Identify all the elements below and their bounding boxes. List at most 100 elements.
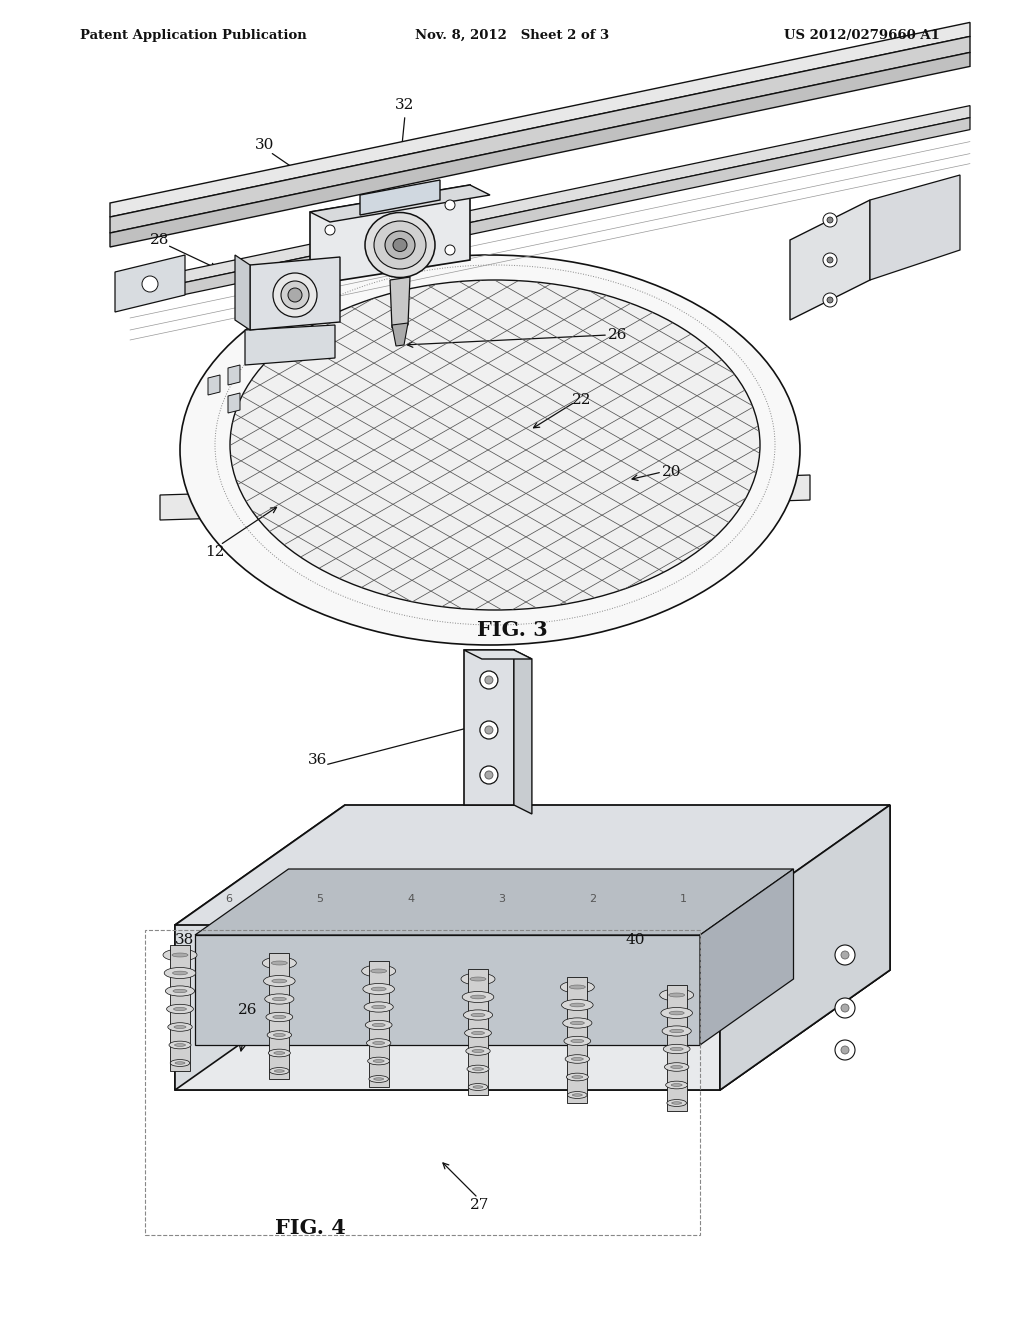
Ellipse shape (271, 961, 288, 965)
Text: 32: 32 (395, 98, 415, 112)
Ellipse shape (167, 1005, 194, 1014)
Ellipse shape (175, 1061, 185, 1064)
Polygon shape (130, 117, 970, 306)
Ellipse shape (372, 1023, 385, 1027)
Circle shape (841, 1005, 849, 1012)
Text: 3: 3 (498, 894, 505, 904)
Text: 1: 1 (680, 894, 686, 904)
Ellipse shape (560, 981, 594, 993)
Polygon shape (310, 185, 490, 222)
Text: Nov. 8, 2012   Sheet 2 of 3: Nov. 8, 2012 Sheet 2 of 3 (415, 29, 609, 41)
Ellipse shape (393, 239, 407, 252)
Text: 36: 36 (308, 752, 328, 767)
Polygon shape (175, 970, 890, 1090)
Ellipse shape (173, 1007, 186, 1011)
Polygon shape (175, 805, 345, 1090)
Ellipse shape (367, 1039, 391, 1047)
Ellipse shape (174, 1044, 185, 1047)
Ellipse shape (572, 1094, 583, 1096)
Ellipse shape (373, 1060, 384, 1063)
Ellipse shape (263, 975, 295, 986)
Polygon shape (115, 255, 185, 312)
Text: 20: 20 (663, 465, 682, 479)
Ellipse shape (374, 1077, 384, 1080)
Circle shape (835, 998, 855, 1018)
Polygon shape (175, 805, 890, 925)
Ellipse shape (471, 1014, 485, 1016)
Ellipse shape (366, 1020, 392, 1030)
Circle shape (480, 721, 498, 739)
Polygon shape (208, 375, 220, 395)
Polygon shape (790, 201, 870, 319)
Ellipse shape (272, 1015, 286, 1019)
Ellipse shape (564, 1036, 591, 1045)
Ellipse shape (268, 1049, 291, 1057)
Text: 26: 26 (239, 1003, 258, 1016)
Ellipse shape (266, 1012, 293, 1022)
Polygon shape (310, 185, 470, 285)
Circle shape (841, 1045, 849, 1053)
Circle shape (827, 297, 833, 304)
Text: 28: 28 (151, 234, 170, 247)
Polygon shape (175, 925, 720, 1090)
Polygon shape (228, 393, 240, 413)
Text: 2: 2 (589, 894, 596, 904)
Polygon shape (195, 869, 794, 935)
Polygon shape (250, 257, 340, 330)
Polygon shape (360, 180, 440, 215)
Ellipse shape (371, 987, 386, 991)
Polygon shape (130, 106, 970, 294)
Circle shape (288, 288, 302, 302)
Ellipse shape (565, 1055, 590, 1064)
Ellipse shape (365, 1002, 393, 1012)
Text: 40: 40 (626, 933, 645, 946)
Polygon shape (234, 255, 250, 330)
Ellipse shape (671, 1065, 683, 1068)
Ellipse shape (472, 1068, 483, 1071)
Ellipse shape (571, 1057, 584, 1060)
Bar (567, 977, 588, 1104)
Ellipse shape (173, 989, 187, 993)
Ellipse shape (567, 1092, 587, 1098)
Ellipse shape (269, 1068, 289, 1074)
Ellipse shape (461, 973, 495, 985)
Ellipse shape (468, 1084, 487, 1090)
Ellipse shape (371, 969, 387, 973)
Ellipse shape (271, 979, 287, 983)
Ellipse shape (473, 1086, 483, 1088)
Ellipse shape (670, 1030, 684, 1032)
Text: 38: 38 (175, 933, 195, 946)
Ellipse shape (265, 994, 294, 1005)
Circle shape (827, 216, 833, 223)
Circle shape (325, 267, 335, 277)
Ellipse shape (569, 985, 586, 989)
Polygon shape (390, 277, 410, 327)
Text: 12: 12 (205, 545, 224, 558)
Ellipse shape (273, 1052, 285, 1055)
Text: 26: 26 (608, 327, 628, 342)
Text: 6: 6 (225, 894, 232, 904)
Text: US 2012/0279660 A1: US 2012/0279660 A1 (784, 29, 940, 41)
Text: 27: 27 (470, 1199, 489, 1212)
Ellipse shape (472, 1049, 484, 1052)
Ellipse shape (672, 1102, 682, 1105)
Ellipse shape (471, 1031, 484, 1035)
Ellipse shape (666, 1081, 688, 1089)
Circle shape (485, 726, 493, 734)
Ellipse shape (462, 991, 494, 1002)
Ellipse shape (274, 1069, 285, 1072)
Ellipse shape (272, 997, 287, 1001)
Ellipse shape (369, 1076, 388, 1082)
Ellipse shape (164, 968, 196, 978)
Ellipse shape (374, 220, 426, 269)
Ellipse shape (361, 965, 395, 977)
Circle shape (480, 766, 498, 784)
Ellipse shape (174, 1026, 186, 1028)
Ellipse shape (669, 1011, 684, 1015)
Circle shape (485, 676, 493, 684)
Ellipse shape (362, 983, 394, 994)
Text: Patent Application Publication: Patent Application Publication (80, 29, 307, 41)
Ellipse shape (163, 949, 197, 961)
Polygon shape (870, 176, 961, 280)
Ellipse shape (667, 1100, 686, 1106)
